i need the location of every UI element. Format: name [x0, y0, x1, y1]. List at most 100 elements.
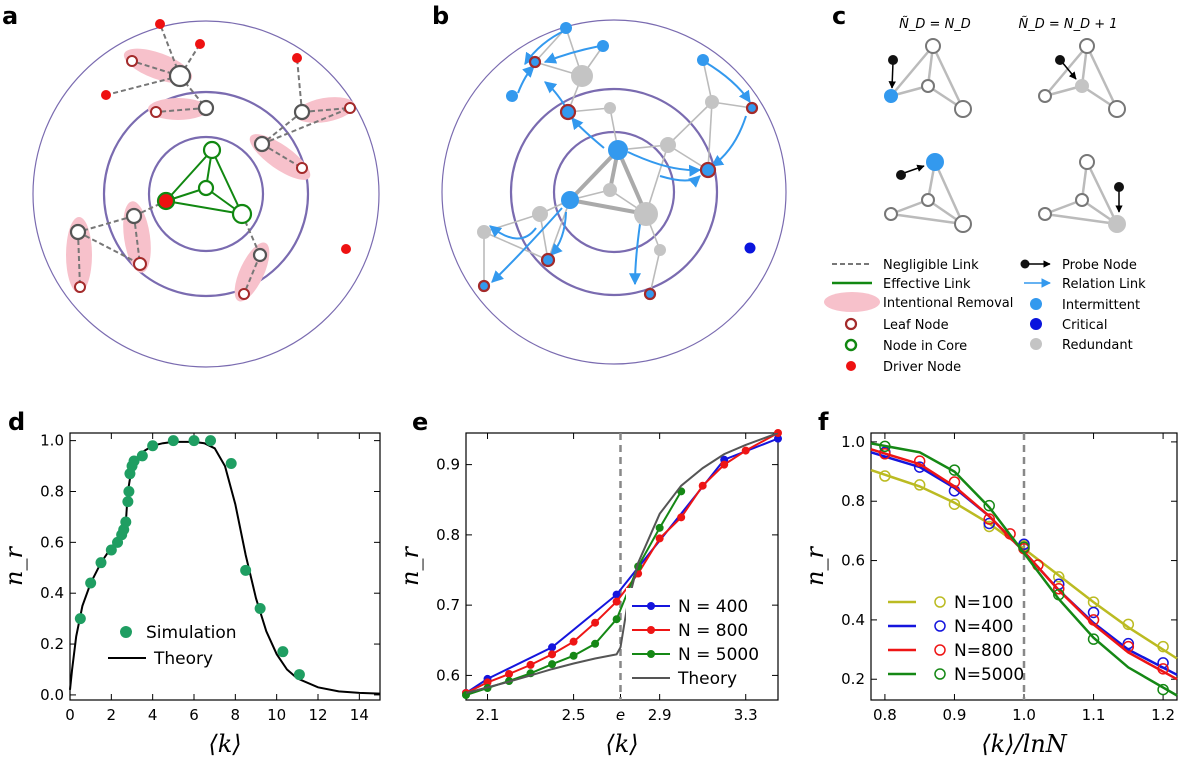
y-tick-label: 0.8	[40, 482, 64, 500]
series-point-1	[483, 678, 492, 687]
negligible-links-a	[77, 23, 351, 295]
x-axis-label: ⟨k⟩	[208, 730, 241, 758]
x-axis-label: ⟨k⟩	[605, 730, 638, 758]
legend-negligible-link: Negligible Link	[883, 258, 979, 273]
outer-shell-b	[441, 19, 787, 365]
series-point-1	[526, 660, 535, 669]
legend-key-intermittent	[1030, 298, 1042, 310]
data-point-0	[913, 479, 926, 491]
outer-shell-a	[32, 20, 380, 368]
series-point-2	[591, 639, 600, 648]
data-point-1	[1157, 657, 1169, 669]
legend-key-core	[844, 338, 858, 352]
motif-bottom-left	[884, 153, 972, 233]
data-point-0	[1122, 618, 1135, 631]
legend-marker-3	[934, 668, 946, 680]
y-tick-label: 0.0	[40, 686, 64, 704]
y-tick-label: 0.4	[40, 584, 64, 602]
legend-marker-1	[647, 626, 655, 634]
legend-intermittent: Intermittent	[1062, 298, 1140, 313]
data-point-0	[1053, 571, 1065, 583]
series-point-1	[677, 513, 686, 522]
panel-a: a	[2, 2, 380, 368]
x-tick-label: 10	[267, 706, 286, 724]
data-point-0	[1157, 640, 1169, 653]
sim-point	[240, 564, 252, 576]
x-axis-label: ⟨k⟩/lnN	[981, 730, 1067, 758]
y-tick-label: 0.8	[436, 526, 460, 544]
x-tick-label: 1.1	[1082, 706, 1106, 724]
x-tick-label: 0.9	[943, 706, 967, 724]
y-tick-label: 0.7	[436, 596, 460, 614]
legend-redundant: Redundant	[1062, 338, 1133, 353]
data-point-1	[1018, 538, 1030, 550]
inner-shell-a	[147, 135, 265, 253]
data-point-0	[948, 498, 961, 510]
series-point-1	[505, 670, 514, 679]
x-tick-label: 2.5	[562, 706, 586, 724]
x-tick-label: 4	[148, 706, 158, 724]
plot-frame	[465, 432, 779, 701]
chart-e: 2.1 2.5 e 2.9 3.3 0.6 0.7 0.8 0.9 ⟨k⟩ n_r N = 400 N …	[396, 429, 782, 758]
panel-label-c: c	[832, 2, 846, 30]
removal-ellipses	[66, 48, 355, 302]
data-point-3	[1053, 588, 1065, 601]
series-point-2	[569, 651, 578, 660]
legend-marker-0	[934, 596, 946, 608]
thick-links-b	[568, 148, 648, 216]
legend-effective-link: Effective Link	[883, 277, 971, 292]
legend-key-redundant	[1030, 338, 1042, 350]
legend-probe-node: Probe Node	[1062, 258, 1137, 273]
legend-relation-link: Relation Link	[1062, 277, 1146, 292]
series-point-1	[612, 597, 621, 606]
panel-label-a: a	[2, 2, 18, 30]
chart-f: 0.8 0.9 1.0 1.1 1.2 0.2 0.4 0.6 0.8 1.0 ⟨k⟩/lnN n_r…	[801, 432, 1178, 758]
driver-nodes-a	[101, 19, 351, 254]
sim-point	[167, 435, 179, 447]
y-tick-label: 1.0	[841, 433, 865, 451]
data-point-1	[983, 517, 995, 530]
x-tick-label: 12	[308, 706, 327, 724]
legend-label-1: N = 800	[678, 621, 748, 641]
data-point-2	[1004, 528, 1016, 540]
sim-point	[74, 613, 86, 625]
legend-key-driver	[846, 361, 856, 371]
legend-marker-2	[934, 644, 946, 656]
y-tick-label: 0.6	[841, 552, 865, 570]
legend-label-2: N = 5000	[678, 645, 759, 665]
sim-point	[147, 440, 159, 452]
sim-point	[85, 577, 97, 589]
sim-point	[136, 450, 148, 462]
x-tick-label: 2.9	[648, 706, 672, 724]
data-point-1	[1087, 606, 1100, 619]
y-tick-label: 0.6	[40, 533, 64, 551]
series-point-1	[698, 481, 707, 490]
series-point-1	[655, 534, 664, 543]
intermittent-nodes-b	[506, 22, 709, 209]
middle-shell-a	[102, 90, 310, 298]
sim-point	[120, 516, 132, 528]
critical-node-b	[744, 242, 756, 254]
column-title-1: Ñ_D = N_D	[899, 16, 971, 32]
legend-abc: Negligible Link Effective Link Intention…	[824, 258, 1146, 375]
column-title-2: Ñ_D = N_D + 1	[1018, 16, 1117, 32]
legend-marker-1	[934, 620, 946, 632]
leaf-intermittent-nodes-b	[477, 55, 759, 301]
legend-key-removal	[824, 292, 880, 312]
data-point-3	[1157, 683, 1169, 696]
data-point-2	[913, 455, 926, 467]
redundant-nodes-b	[477, 65, 719, 256]
sim-point	[122, 496, 134, 508]
legend-marker-simulation	[120, 626, 132, 638]
sim-point	[95, 557, 107, 569]
legend-driver-node: Driver Node	[883, 360, 961, 375]
data-point-3	[948, 464, 961, 476]
sim-point	[188, 435, 200, 447]
y-axis-label: n_r	[0, 546, 28, 586]
series-point-1	[569, 637, 578, 646]
y-tick-label: 0.2	[40, 635, 64, 653]
data-point-2	[983, 513, 995, 525]
y-tick-label: 0.8	[841, 492, 865, 510]
panel-label-e: e	[412, 408, 428, 436]
x-tick-label: 1.0	[1012, 706, 1036, 724]
